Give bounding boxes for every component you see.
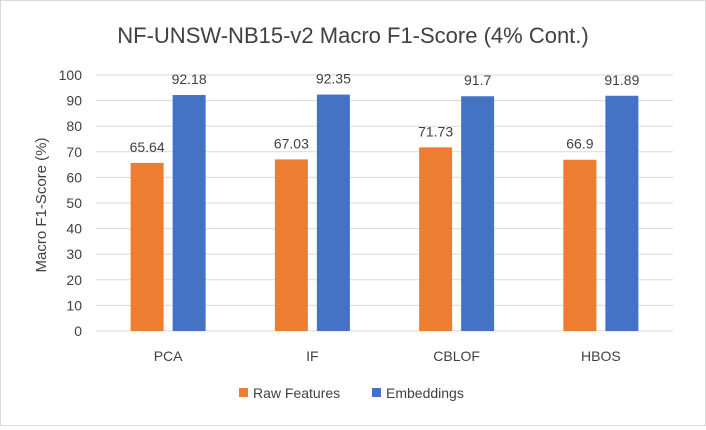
bar-embeddings-cblof <box>461 96 495 331</box>
y-tick-label: 60 <box>66 169 82 185</box>
y-tick-label: 30 <box>66 246 82 262</box>
bar-raw-features-cblof <box>419 147 453 331</box>
data-label: 92.18 <box>172 71 207 87</box>
chart-title: NF-UNSW-NB15-v2 Macro F1-Score (4% Cont.… <box>117 23 588 48</box>
data-label: 91.7 <box>464 72 491 88</box>
data-label: 65.64 <box>130 139 165 155</box>
data-label: 71.73 <box>418 123 453 139</box>
y-tick-label: 40 <box>66 221 82 237</box>
y-tick-label: 20 <box>66 272 82 288</box>
legend-swatch <box>372 388 381 397</box>
y-tick-label: 80 <box>66 118 82 134</box>
data-labels: 65.64 92.18 67.03 92.35 71.73 91.7 66.9 91.89 <box>130 71 640 155</box>
legend-label: Embeddings <box>386 385 464 401</box>
y-tick-label: 90 <box>66 93 82 109</box>
data-label: 67.03 <box>274 135 309 151</box>
bar-raw-features-if <box>274 159 308 331</box>
y-tick-label: 100 <box>59 67 83 83</box>
y-tick-label: 0 <box>74 323 82 339</box>
bars <box>130 94 639 332</box>
data-label: 91.89 <box>604 72 639 88</box>
bar-embeddings-if <box>316 94 350 331</box>
y-tick-label: 10 <box>66 297 82 313</box>
y-axis-label: Macro F1-Score (%) <box>33 137 50 272</box>
x-axis-categories: PCA IF CBLOF HBOS <box>154 348 621 364</box>
y-tick-label: 70 <box>66 144 82 160</box>
legend-swatch <box>239 388 248 397</box>
x-tick-label: IF <box>306 348 318 364</box>
y-tick-label: 50 <box>66 195 82 211</box>
x-tick-label: HBOS <box>581 348 621 364</box>
bar-embeddings-hbos <box>605 95 639 331</box>
bar-embeddings-pca <box>172 95 206 332</box>
legend-label: Raw Features <box>253 385 340 401</box>
x-tick-label: PCA <box>154 348 183 364</box>
bar-raw-features-hbos <box>563 159 597 331</box>
x-tick-label: CBLOF <box>433 348 480 364</box>
data-label: 66.9 <box>566 136 593 152</box>
bar-raw-features-pca <box>130 162 164 331</box>
data-label: 92.35 <box>316 71 351 87</box>
legend: Raw Features Embeddings <box>239 385 464 401</box>
y-axis-ticks: 0 10 20 30 40 50 60 70 80 90 100 <box>59 67 83 339</box>
